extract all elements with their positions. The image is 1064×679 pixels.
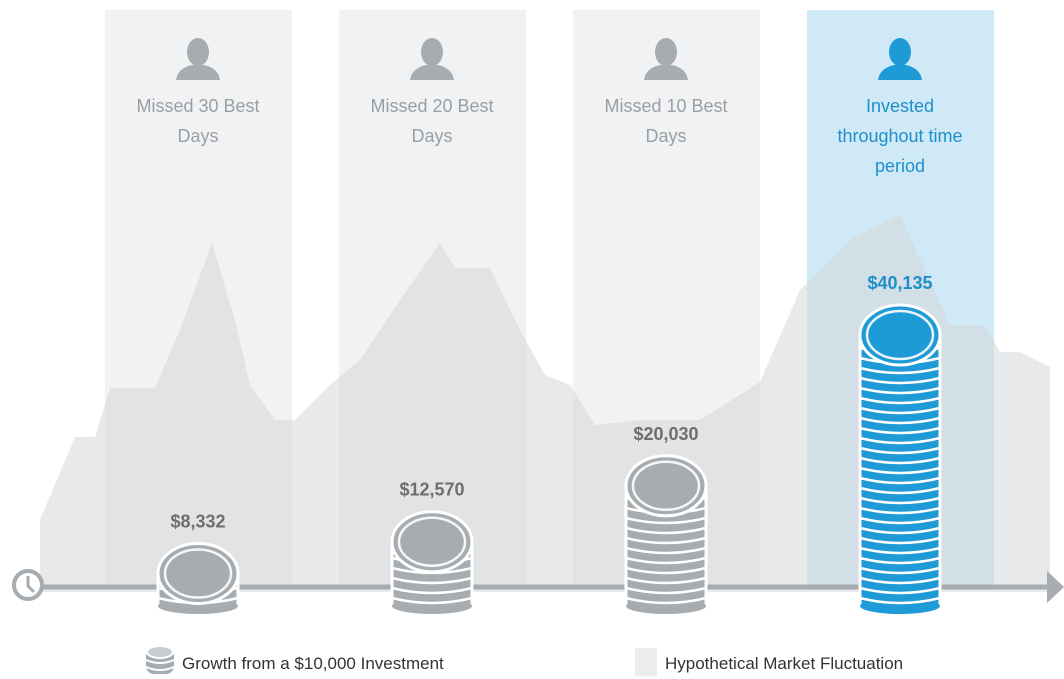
icon-head [421,38,443,66]
icon-head [889,38,911,66]
legend-coin-icon [146,646,174,674]
value-label: $40,135 [867,273,932,293]
category-label: Missed 30 Best Days [133,91,263,151]
value-label: $12,570 [399,480,464,500]
coin-face [633,462,699,510]
coin-stack [392,512,472,614]
value-label: $20,030 [633,424,698,444]
value-label: $8,332 [170,512,225,532]
category-label: Missed 20 Best Days [367,91,497,151]
legend-label: Hypothetical Market Fluctuation [665,654,903,674]
coin-face [399,518,465,566]
legend-swatch [635,648,657,676]
coin-face [165,550,231,598]
legend-label: Growth from a $10,000 Investment [182,654,444,674]
icon-head [655,38,677,66]
coin-stack [626,456,706,614]
infographic: $8,332 $12,570 $20,030 $40,135 Growth from … [0,0,1064,679]
coin-face [867,311,933,359]
coin-stack [158,544,238,614]
time-arrow [1047,571,1064,603]
category-label: Invested throughout time period [835,91,965,181]
category-label: Missed 10 Best Days [601,91,731,151]
coin-stack [860,305,940,614]
icon-head [187,38,209,66]
